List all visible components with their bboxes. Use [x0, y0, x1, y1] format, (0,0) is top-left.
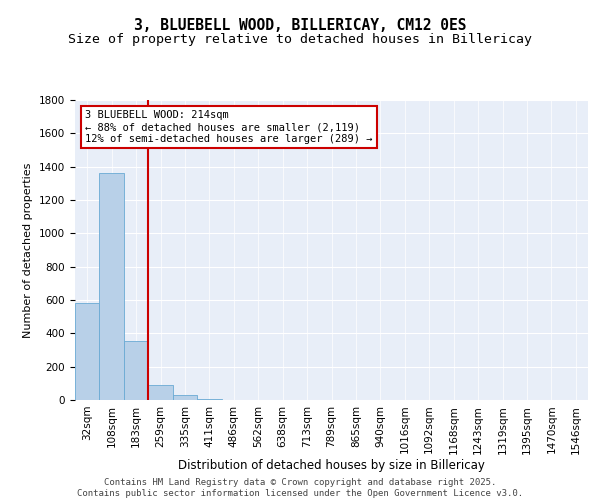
X-axis label: Distribution of detached houses by size in Billericay: Distribution of detached houses by size …: [178, 459, 485, 472]
Y-axis label: Number of detached properties: Number of detached properties: [23, 162, 34, 338]
Text: 3 BLUEBELL WOOD: 214sqm
← 88% of detached houses are smaller (2,119)
12% of semi: 3 BLUEBELL WOOD: 214sqm ← 88% of detache…: [85, 110, 373, 144]
Bar: [197, 399, 221, 400]
Text: 3, BLUEBELL WOOD, BILLERICAY, CM12 0ES: 3, BLUEBELL WOOD, BILLERICAY, CM12 0ES: [134, 18, 466, 32]
Bar: [148, 385, 173, 400]
Bar: [75, 302, 100, 400]
Bar: [124, 341, 148, 400]
Text: Contains HM Land Registry data © Crown copyright and database right 2025.
Contai: Contains HM Land Registry data © Crown c…: [77, 478, 523, 498]
Bar: [100, 174, 124, 400]
Text: Size of property relative to detached houses in Billericay: Size of property relative to detached ho…: [68, 32, 532, 46]
Bar: [173, 395, 197, 400]
